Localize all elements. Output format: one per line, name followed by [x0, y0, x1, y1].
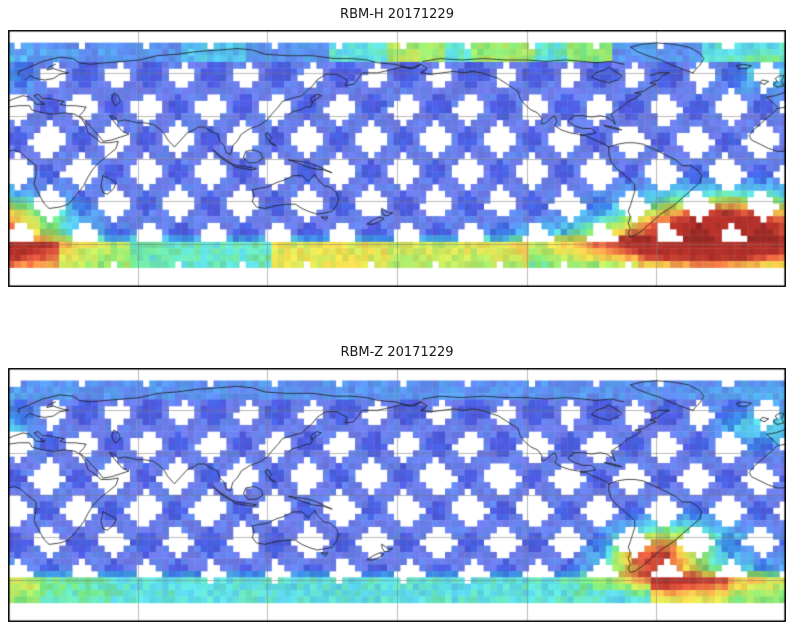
- map-rbm-h: [8, 30, 786, 287]
- map-rbm-z: [8, 368, 786, 622]
- panel-title-rbm-z: RBM-Z 20171229: [340, 345, 454, 360]
- panel-title-rbm-h: RBM-H 20171229: [340, 7, 454, 22]
